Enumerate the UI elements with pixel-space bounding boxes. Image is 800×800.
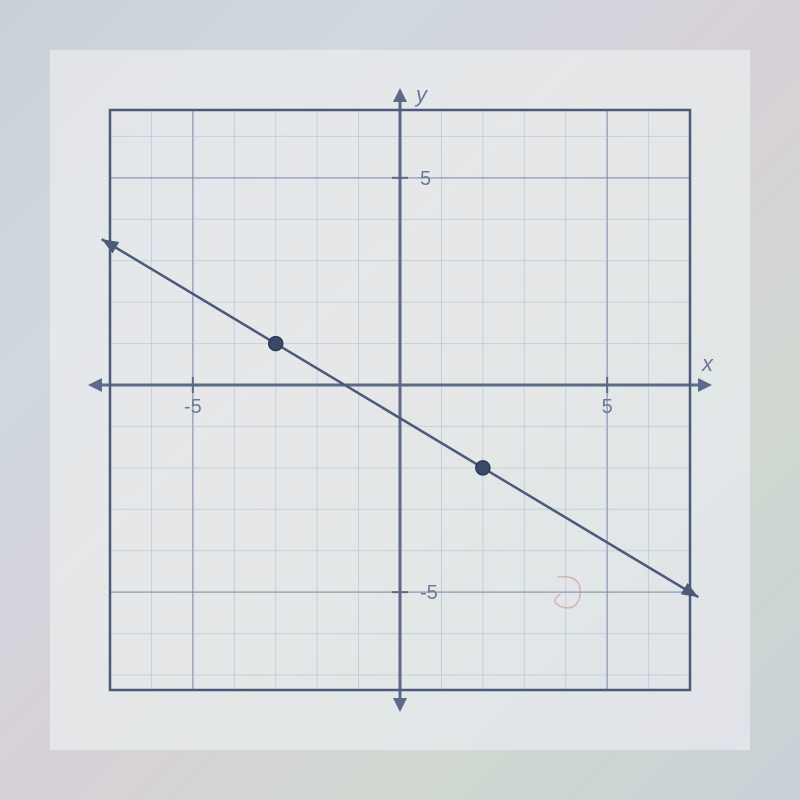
data-point bbox=[476, 461, 490, 475]
y-axis-label: y bbox=[414, 82, 429, 107]
x-tick-label: 5 bbox=[602, 396, 613, 418]
y-tick-label: -5 bbox=[420, 582, 438, 604]
graph-svg: -5 5 -5 5 y x bbox=[50, 50, 750, 750]
x-tick-label: -5 bbox=[184, 396, 202, 418]
coordinate-graph: -5 5 -5 5 y x bbox=[50, 50, 750, 750]
y-tick-label: 5 bbox=[420, 168, 431, 190]
x-axis-label: x bbox=[701, 351, 714, 376]
data-point bbox=[269, 337, 283, 351]
